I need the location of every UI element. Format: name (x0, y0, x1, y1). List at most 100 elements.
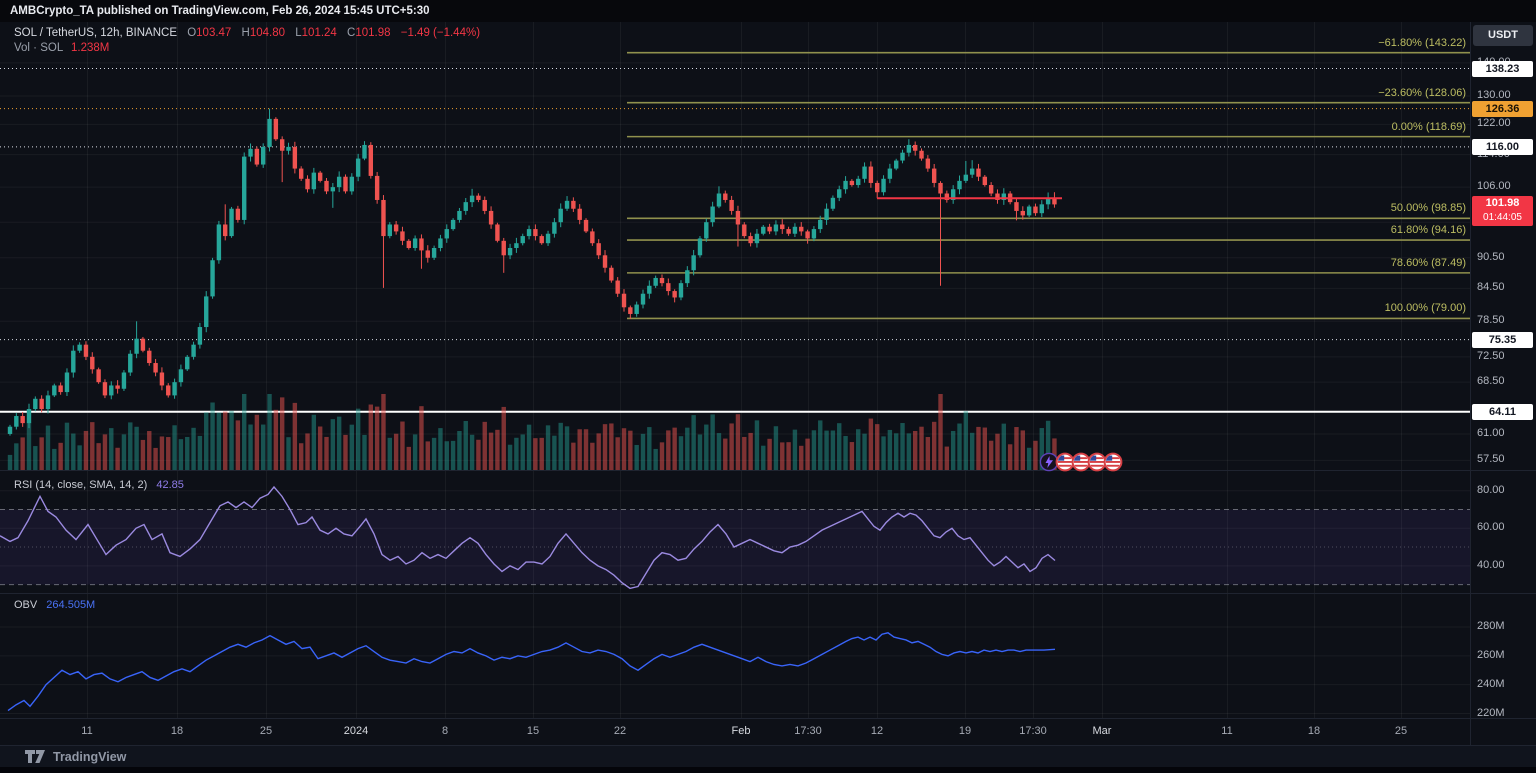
volume-bar (849, 442, 855, 470)
candle (590, 231, 595, 244)
volume-bar (615, 437, 620, 470)
candle (197, 327, 203, 345)
volume-bar (805, 438, 810, 470)
candle (792, 226, 798, 234)
volume-bar (210, 402, 215, 470)
volume-bar (685, 427, 690, 470)
candle (514, 243, 519, 248)
candle (976, 168, 981, 177)
candle (780, 224, 785, 230)
volume-bar (729, 423, 734, 470)
volume-bar (704, 424, 709, 470)
volume-bar (185, 436, 190, 470)
candle (419, 238, 424, 251)
candle (583, 219, 589, 232)
candle (223, 224, 228, 237)
volume-bar (1001, 423, 1007, 470)
currency-toggle-button[interactable]: USDT (1473, 25, 1533, 46)
us-flag-event-icon[interactable] (1103, 452, 1123, 472)
candle (476, 195, 481, 200)
volume-bar (628, 430, 633, 470)
volume-bar (963, 411, 969, 470)
us-flag-event-icon[interactable] (1071, 452, 1091, 472)
symbol-legend[interactable]: SOL / TetherUS, 12h, BINANCE O103.47 H10… (14, 27, 480, 39)
volume-bar (950, 430, 956, 470)
volume-legend[interactable]: Vol · SOL 1.238M (14, 42, 109, 54)
volume-bar (792, 429, 798, 470)
candle (381, 199, 386, 237)
candle (856, 178, 861, 186)
candle (545, 233, 551, 244)
candle (45, 395, 51, 410)
obv-legend[interactable]: OBV 264.505M (14, 599, 95, 611)
obv-value: 264.505M (46, 599, 96, 611)
volume-bar (39, 437, 44, 470)
candle (444, 229, 449, 239)
volume-bar (868, 418, 874, 470)
volume-bar (343, 434, 348, 470)
candle (729, 199, 734, 211)
volume-bar (286, 437, 291, 470)
candle (305, 178, 310, 190)
volume-bar (723, 438, 728, 470)
candle (982, 176, 988, 186)
candle (298, 168, 304, 179)
volume-bar (577, 429, 582, 470)
volume-bar (412, 434, 418, 470)
obv-title: OBV (14, 599, 38, 611)
candle (786, 229, 791, 234)
candle (894, 160, 899, 169)
volume-bar (7, 454, 13, 470)
candle (216, 224, 222, 261)
volume-bar (944, 446, 950, 470)
us-flag-event-icon[interactable] (1087, 452, 1107, 472)
volume-bar (279, 397, 285, 470)
open-label: O (187, 27, 197, 39)
candle (393, 224, 399, 232)
high-label: H (241, 27, 250, 39)
volume-bar (1039, 428, 1044, 470)
candle (317, 172, 323, 181)
candle (425, 250, 430, 258)
candle (39, 398, 44, 410)
volume-bar (488, 432, 494, 470)
volume-bar (425, 441, 430, 470)
open-value: 103.47 (196, 27, 232, 39)
volume-bar (261, 424, 266, 470)
candle (507, 247, 513, 256)
tradingview-logo-icon (25, 750, 45, 763)
tradingview-branding[interactable]: TradingView (24, 749, 126, 764)
volume-bar (482, 421, 487, 470)
candle (140, 338, 146, 351)
volume-bar (786, 442, 791, 470)
candle (387, 224, 392, 237)
volume-bar (837, 423, 842, 470)
volume-bar (894, 433, 899, 470)
volume-bar (653, 448, 658, 470)
candle (482, 199, 487, 211)
volume-bar (64, 422, 70, 470)
rsi-legend[interactable]: RSI (14, close, SMA, 14, 2) 42.85 (14, 479, 184, 491)
volume-bar (71, 433, 76, 470)
candle (596, 243, 601, 256)
volume-bar (204, 412, 209, 470)
volume-bar (400, 421, 405, 470)
volume-bar (90, 422, 95, 470)
candle (254, 148, 260, 165)
volume-bar (520, 434, 525, 470)
volume-bar (298, 443, 304, 470)
volume-bar (1014, 427, 1019, 470)
volume-bar (710, 414, 715, 470)
candle (1052, 197, 1057, 205)
candle (71, 350, 76, 373)
candle (248, 148, 253, 157)
candle (374, 175, 380, 200)
volume-bar (96, 443, 101, 470)
candle (210, 260, 215, 297)
publish-header-bar: AMBCrypto_TA published on TradingView.co… (0, 0, 1536, 22)
candle (1026, 206, 1032, 216)
candle (944, 193, 950, 200)
volume-bar (552, 435, 557, 470)
